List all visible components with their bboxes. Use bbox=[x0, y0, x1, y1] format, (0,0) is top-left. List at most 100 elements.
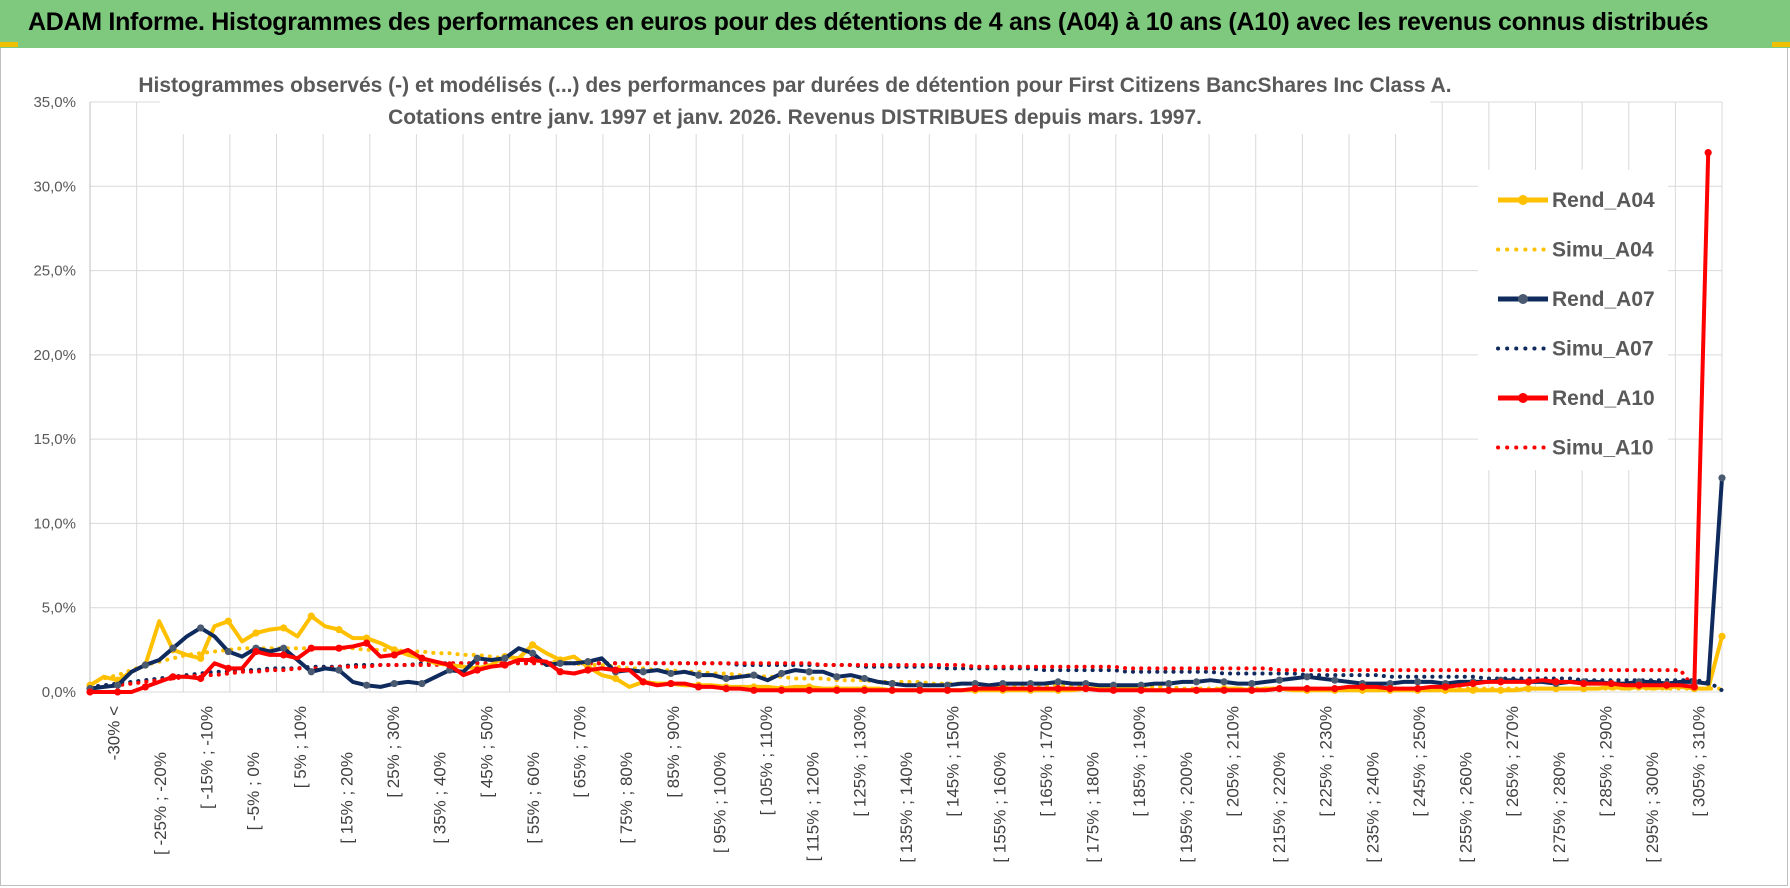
data-point-rend_a04 bbox=[335, 626, 343, 634]
data-point-rend_a07 bbox=[833, 673, 841, 681]
data-point-rend_a10 bbox=[584, 666, 592, 674]
data-point-rend_a07 bbox=[667, 669, 675, 678]
grid bbox=[89, 101, 1723, 693]
data-point-rend_a04 bbox=[1552, 685, 1560, 693]
data-point-rend_a04 bbox=[611, 674, 620, 683]
x-tick-label: [ 285% ; 290% bbox=[1596, 706, 1615, 817]
data-point-rend_a04 bbox=[1524, 685, 1532, 693]
x-tick-label: [ 295% ; 300% bbox=[1643, 752, 1662, 863]
data-point-rend_a10 bbox=[1580, 679, 1588, 688]
series-line-rend_a04 bbox=[88, 614, 1724, 693]
data-point-rend_a07 bbox=[363, 681, 371, 689]
data-point-rend_a10 bbox=[1303, 685, 1311, 693]
x-tick-label: [ 105% ; 110% bbox=[757, 706, 776, 815]
x-tick-label: [ 275% ; 280% bbox=[1550, 752, 1569, 863]
data-point-rend_a10 bbox=[943, 686, 952, 694]
x-tick-label: [ 15% ; 20% bbox=[337, 752, 356, 844]
page-title: ADAM Informe. Histogrammes des performan… bbox=[28, 8, 1709, 36]
x-tick-label: [ 205% ; 210% bbox=[1223, 706, 1242, 817]
data-point-rend_a10 bbox=[805, 686, 813, 694]
data-point-rend_a07 bbox=[556, 659, 564, 667]
data-point-rend_a04 bbox=[1718, 632, 1726, 640]
y-axis: 0,0% 5,0% 10,0% 15,0% 20,0% 25,0% 30,0% 35,0% bbox=[33, 94, 76, 701]
data-point-rend_a04 bbox=[307, 612, 315, 620]
header-bar: ADAM Informe. Histogrammes des performan… bbox=[0, 0, 1790, 48]
data-point-rend_a07 bbox=[335, 666, 343, 674]
data-point-rend_a10 bbox=[1607, 679, 1615, 688]
chart-title-background bbox=[160, 66, 1430, 134]
data-point-rend_a10 bbox=[1690, 683, 1698, 691]
data-point-rend_a04 bbox=[1469, 686, 1477, 694]
data-point-rend_a10 bbox=[1220, 686, 1228, 694]
data-point-rend_a10 bbox=[1275, 685, 1284, 693]
x-tick-label: [ 165% ; 170% bbox=[1037, 706, 1056, 817]
data-point-rend_a04 bbox=[390, 646, 398, 654]
data-point-rend_a10 bbox=[528, 656, 537, 664]
data-point-rend_a07 bbox=[114, 681, 122, 689]
x-tick-label: [ 305% ; 310% bbox=[1690, 706, 1709, 817]
data-point-rend_a07 bbox=[1054, 678, 1062, 686]
data-point-rend_a10 bbox=[335, 644, 343, 652]
x-tick-label: [ 95% ; 100% bbox=[710, 752, 729, 853]
data-point-rend_a07 bbox=[722, 674, 730, 683]
data-point-rend_a10 bbox=[1441, 683, 1449, 691]
data-point-rend_a07 bbox=[1331, 676, 1339, 684]
data-point-rend_a10 bbox=[722, 685, 730, 693]
data-point-rend_a04 bbox=[1580, 685, 1588, 693]
data-point-rend_a04 bbox=[363, 634, 371, 642]
data-point-rend_a10 bbox=[860, 686, 869, 694]
x-axis: -30% < [ -25% ; -20% [ -15% ; -10% [ -5% ; … bbox=[104, 706, 1708, 863]
data-point-rend_a10 bbox=[1358, 683, 1367, 691]
data-point-rend_a07 bbox=[1082, 679, 1090, 688]
data-point-rend_a07 bbox=[169, 644, 177, 652]
series-line-rend_a10 bbox=[90, 152, 1711, 694]
legend-background bbox=[1478, 170, 1668, 470]
y-tick-label: 10,0% bbox=[33, 515, 76, 532]
data-point-rend_a10 bbox=[1054, 685, 1062, 693]
x-tick-label: -30% < bbox=[104, 706, 123, 760]
x-tick-label: [ 45% ; 50% bbox=[477, 706, 496, 798]
y-tick-label: 0,0% bbox=[42, 684, 76, 701]
data-point-rend_a10 bbox=[445, 661, 454, 669]
y-tick-label: 30,0% bbox=[33, 178, 76, 195]
x-tick-label: [ -15% ; -10% bbox=[198, 706, 217, 809]
data-point-rend_a07 bbox=[805, 668, 813, 676]
data-point-rend_a07 bbox=[916, 681, 924, 689]
data-point-rend_a07 bbox=[1303, 673, 1311, 681]
data-point-rend_a10 bbox=[169, 673, 177, 681]
data-point-rend_a07 bbox=[1414, 678, 1422, 686]
x-tick-label: [ 245% ; 250% bbox=[1410, 706, 1429, 817]
legend-marker-rend_a10 bbox=[1518, 393, 1528, 403]
data-point-rend_a07 bbox=[224, 647, 232, 656]
data-point-rend_a10 bbox=[86, 688, 94, 696]
data-point-rend_a07 bbox=[1109, 681, 1118, 689]
data-point-rend_a10 bbox=[667, 679, 675, 688]
data-point-rend_a07 bbox=[999, 679, 1007, 688]
data-point-rend_a04 bbox=[1497, 686, 1505, 694]
x-tick-label: [ 255% ; 260% bbox=[1457, 752, 1476, 863]
y-tick-label: 20,0% bbox=[33, 347, 76, 364]
x-tick-label: [ 55% ; 60% bbox=[524, 752, 543, 844]
data-point-rend_a04 bbox=[224, 617, 232, 625]
x-tick-label: [ 35% ; 40% bbox=[431, 752, 450, 844]
data-point-rend_a07 bbox=[1248, 679, 1256, 688]
x-tick-label: [ 235% ; 240% bbox=[1363, 752, 1382, 863]
data-point-rend_a07 bbox=[280, 644, 288, 652]
data-point-rend_a10 bbox=[1165, 686, 1173, 694]
y-tick-label: 35,0% bbox=[33, 94, 76, 111]
x-tick-label: [ -5% ; 0% bbox=[244, 752, 263, 830]
data-point-rend_a04 bbox=[280, 624, 288, 632]
data-point-rend_a10 bbox=[777, 686, 786, 694]
data-point-rend_a10 bbox=[390, 651, 398, 659]
data-point-rend_a07 bbox=[418, 679, 426, 688]
legend-label-rend_a07: Rend_A07 bbox=[1552, 288, 1655, 311]
legend-label-rend_a10: Rend_A10 bbox=[1552, 387, 1655, 410]
y-tick-label: 5,0% bbox=[42, 600, 76, 617]
x-tick-label: [ 115% ; 120% bbox=[804, 752, 823, 861]
data-point-rend_a10 bbox=[639, 678, 647, 686]
data-point-rend_a10 bbox=[224, 664, 232, 673]
data-point-rend_a07 bbox=[473, 654, 481, 662]
data-point-rend_a07 bbox=[141, 661, 149, 669]
data-point-rend_a07 bbox=[390, 679, 398, 688]
